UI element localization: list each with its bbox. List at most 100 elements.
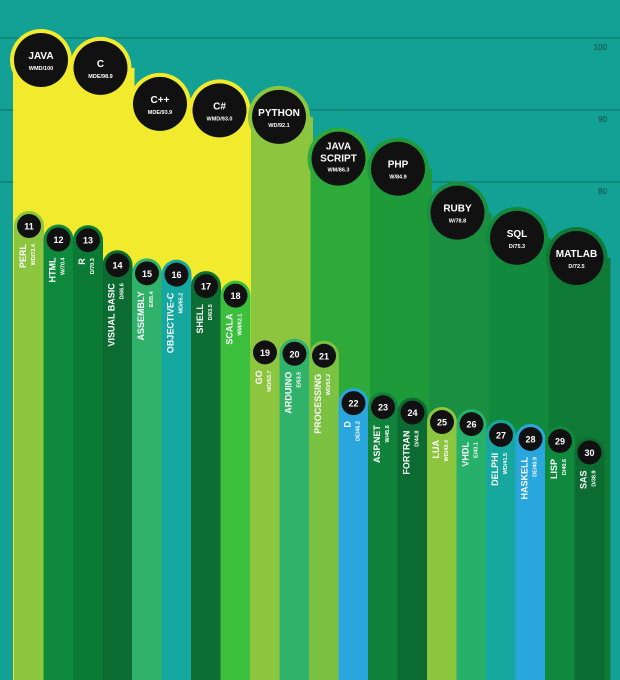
rank-circle: [76, 228, 100, 253]
bar-name: SAS: [579, 470, 589, 489]
rank-circle: [253, 340, 277, 365]
bar-value: MDE/98.9: [88, 74, 112, 80]
bar-name: C++: [151, 95, 170, 106]
bar: [368, 407, 398, 680]
bar: [515, 438, 546, 680]
y-tick-label: 80: [598, 187, 607, 196]
bar-value: MD/65.2: [179, 293, 185, 314]
bar-name: PHP: [388, 160, 409, 171]
bar: [43, 239, 74, 680]
bar: [279, 353, 310, 680]
rank-circle: [223, 283, 248, 308]
bar: [427, 422, 457, 680]
bar-name: VISUAL BASIC: [107, 283, 117, 347]
bar-name: ASSEMBLY: [136, 291, 146, 340]
bar: [397, 412, 428, 680]
rank-number: 23: [378, 403, 388, 413]
bar: [132, 273, 162, 680]
rank-circle: [282, 341, 307, 366]
y-tick-label: 100: [594, 43, 608, 52]
rank-number: 26: [466, 420, 476, 430]
bar-value: WD/53.7: [267, 370, 273, 391]
rank-circle: [430, 410, 454, 435]
bar-value: WD/72.4: [31, 243, 37, 265]
rank-number: 12: [53, 235, 63, 245]
bar-value: D/40.6: [562, 459, 568, 475]
rank-circle: [518, 426, 543, 451]
rank-circle: [548, 428, 572, 453]
bar-value: WM/86.3: [327, 168, 349, 174]
label-circle: [192, 83, 247, 138]
bar-value: D/66.6: [120, 283, 126, 299]
rank-number: 20: [289, 349, 299, 359]
rank-number: 15: [142, 269, 152, 279]
bar-value: WM/62.1: [238, 314, 244, 336]
bar-name: C: [97, 59, 104, 70]
bar-value: D/75.3: [509, 244, 525, 250]
label-circle: [311, 131, 366, 186]
label-circle: [549, 231, 604, 285]
bar-name: PROCESSING: [313, 374, 323, 434]
bar-name: SCALA: [225, 313, 235, 344]
rank-number: 28: [525, 434, 535, 444]
bar-name: MATLAB: [556, 249, 597, 260]
rank-circle: [459, 412, 484, 437]
bar-value: D/63.5: [208, 304, 214, 320]
bar-value: WD/41.5: [503, 453, 509, 474]
bar-name: SCRIPT: [320, 154, 357, 165]
bar: [14, 226, 44, 680]
label-circle: [252, 89, 306, 144]
bar-name: VHDL: [461, 442, 471, 467]
bar-name: C#: [213, 101, 226, 112]
rank-circle: [105, 253, 130, 278]
bar-value: D/72.5: [568, 264, 584, 270]
bar-name: SQL: [507, 229, 528, 240]
bar: [220, 295, 251, 680]
bar-value: W/45.6: [385, 425, 391, 442]
bar: [250, 352, 280, 680]
rank-number: 17: [201, 282, 211, 292]
label-circle: [490, 210, 544, 265]
bar-name: RUBY: [443, 204, 472, 215]
bar-value: MDE/93.9: [148, 110, 172, 116]
bar-name: GO: [254, 370, 264, 384]
rank-circle: [46, 227, 71, 252]
bar-name: OBJECTIVE-C: [166, 292, 176, 353]
bar-value: DE/46.2: [356, 421, 362, 441]
bar: [456, 424, 487, 680]
rank-number: 11: [24, 222, 34, 232]
rank-circle: [194, 274, 218, 299]
bar-value: E/65.4: [149, 290, 155, 307]
bar-value: E/53.5: [297, 372, 303, 388]
bar-name: D: [343, 421, 353, 428]
y-tick-label: 90: [598, 115, 607, 124]
bar: [73, 240, 103, 680]
label-circle: [371, 141, 425, 196]
bar-name: LUA: [431, 440, 441, 459]
bar: [338, 403, 369, 680]
bar-name: SHELL: [195, 304, 205, 334]
bar-value: E/43.1: [474, 442, 480, 458]
label-circle: [430, 185, 485, 240]
bar-value: WD/53.2: [326, 374, 332, 395]
bar-name: ASP.NET: [372, 425, 382, 463]
bar-name: R: [77, 258, 87, 265]
bar-name: HASKELL: [520, 456, 530, 499]
rank-number: 24: [407, 408, 417, 418]
bar: [486, 434, 516, 680]
rank-number: 29: [555, 436, 565, 446]
bar: [309, 355, 339, 680]
rank-circle: [489, 422, 513, 447]
bar-value: D/38.9: [592, 470, 598, 486]
rank-circle: [312, 343, 336, 368]
rank-circle: [17, 214, 41, 238]
bar: [191, 286, 221, 680]
rank-number: 13: [83, 236, 93, 246]
rank-circle: [164, 262, 189, 287]
rank-number: 16: [171, 270, 181, 280]
label-circle: [14, 33, 68, 87]
bar: [102, 265, 133, 680]
bar-value: WD/92.1: [268, 123, 289, 129]
bar-value: WD/43.4: [444, 439, 450, 461]
